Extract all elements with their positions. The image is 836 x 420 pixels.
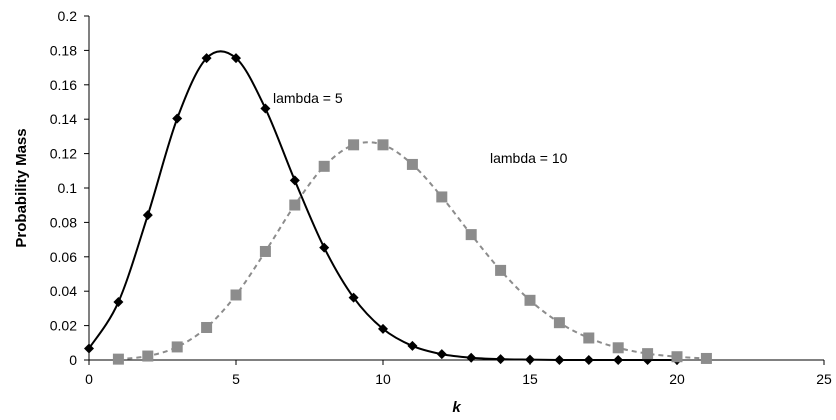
data-point-diamond bbox=[142, 210, 153, 221]
data-point-square bbox=[465, 229, 477, 241]
x-tick-label: 15 bbox=[522, 371, 538, 387]
y-tick-label: 0.2 bbox=[58, 8, 78, 24]
y-tick-label: 0.12 bbox=[50, 146, 77, 162]
y-tick-label: 0.02 bbox=[50, 318, 77, 334]
data-point-square bbox=[377, 139, 389, 151]
x-ticks: 0 5 10 15 20 25 bbox=[85, 360, 832, 387]
data-point-diamond bbox=[84, 343, 94, 354]
data-point-diamond bbox=[554, 355, 565, 365]
data-point-diamond bbox=[260, 103, 271, 114]
data-point-square bbox=[553, 317, 565, 329]
data-point-square bbox=[436, 191, 448, 203]
y-tick-label: 0.18 bbox=[50, 42, 77, 58]
data-point-square bbox=[583, 332, 595, 344]
y-tick-label: 0.06 bbox=[50, 249, 77, 265]
data-point-diamond bbox=[348, 292, 359, 303]
data-point-diamond bbox=[319, 242, 330, 253]
x-axis-title: k bbox=[452, 399, 461, 416]
y-ticks: 0 0.02 0.04 0.06 0.08 0.1 0.12 0.14 0.16 0.18 0.2 bbox=[50, 8, 89, 368]
series-label-lambda-10: lambda = 10 bbox=[490, 150, 568, 166]
data-point-diamond bbox=[436, 349, 447, 360]
data-point-diamond bbox=[613, 355, 624, 365]
data-point-square bbox=[289, 199, 301, 211]
y-tick-label: 0 bbox=[69, 352, 77, 368]
data-point-square bbox=[112, 353, 124, 365]
x-tick-label: 10 bbox=[375, 371, 391, 387]
data-point-square bbox=[259, 245, 271, 257]
data-point-diamond bbox=[495, 354, 506, 365]
data-point-diamond bbox=[289, 175, 300, 186]
y-tick-label: 0.14 bbox=[50, 111, 77, 127]
data-point-diamond bbox=[407, 340, 418, 351]
data-point-square bbox=[348, 139, 360, 151]
x-tick-label: 5 bbox=[232, 371, 240, 387]
data-point-square bbox=[230, 289, 242, 301]
data-point-square bbox=[201, 321, 213, 333]
data-point-diamond bbox=[583, 355, 594, 365]
x-tick-label: 20 bbox=[669, 371, 685, 387]
data-point-diamond bbox=[378, 323, 388, 334]
y-tick-label: 0.1 bbox=[58, 180, 78, 196]
series-1 bbox=[84, 50, 682, 365]
y-axis-title: Probability Mass bbox=[13, 128, 30, 247]
y-tick-label: 0.16 bbox=[50, 77, 77, 93]
data-point-square bbox=[406, 158, 418, 170]
data-point-square bbox=[612, 342, 624, 354]
series-line bbox=[88, 50, 677, 362]
data-point-square bbox=[642, 348, 654, 360]
data-point-diamond bbox=[525, 354, 535, 365]
series-2 bbox=[112, 139, 712, 365]
data-point-diamond bbox=[113, 297, 124, 308]
data-point-diamond bbox=[172, 113, 183, 124]
data-point-square bbox=[142, 350, 154, 362]
x-tick-label: 0 bbox=[85, 371, 93, 387]
x-tick-label: 25 bbox=[816, 371, 832, 387]
data-point-square bbox=[318, 160, 330, 172]
data-point-square bbox=[495, 264, 507, 276]
data-point-diamond bbox=[201, 53, 212, 64]
y-tick-label: 0.08 bbox=[50, 214, 77, 230]
data-point-square bbox=[700, 352, 712, 364]
data-point-diamond bbox=[231, 53, 241, 64]
y-tick-label: 0.04 bbox=[50, 283, 77, 299]
series-label-lambda-5: lambda = 5 bbox=[273, 90, 343, 106]
data-point-diamond bbox=[466, 352, 477, 363]
data-point-square bbox=[171, 341, 183, 353]
data-point-square bbox=[671, 351, 683, 363]
data-point-square bbox=[524, 294, 536, 306]
plot-area bbox=[84, 50, 712, 365]
